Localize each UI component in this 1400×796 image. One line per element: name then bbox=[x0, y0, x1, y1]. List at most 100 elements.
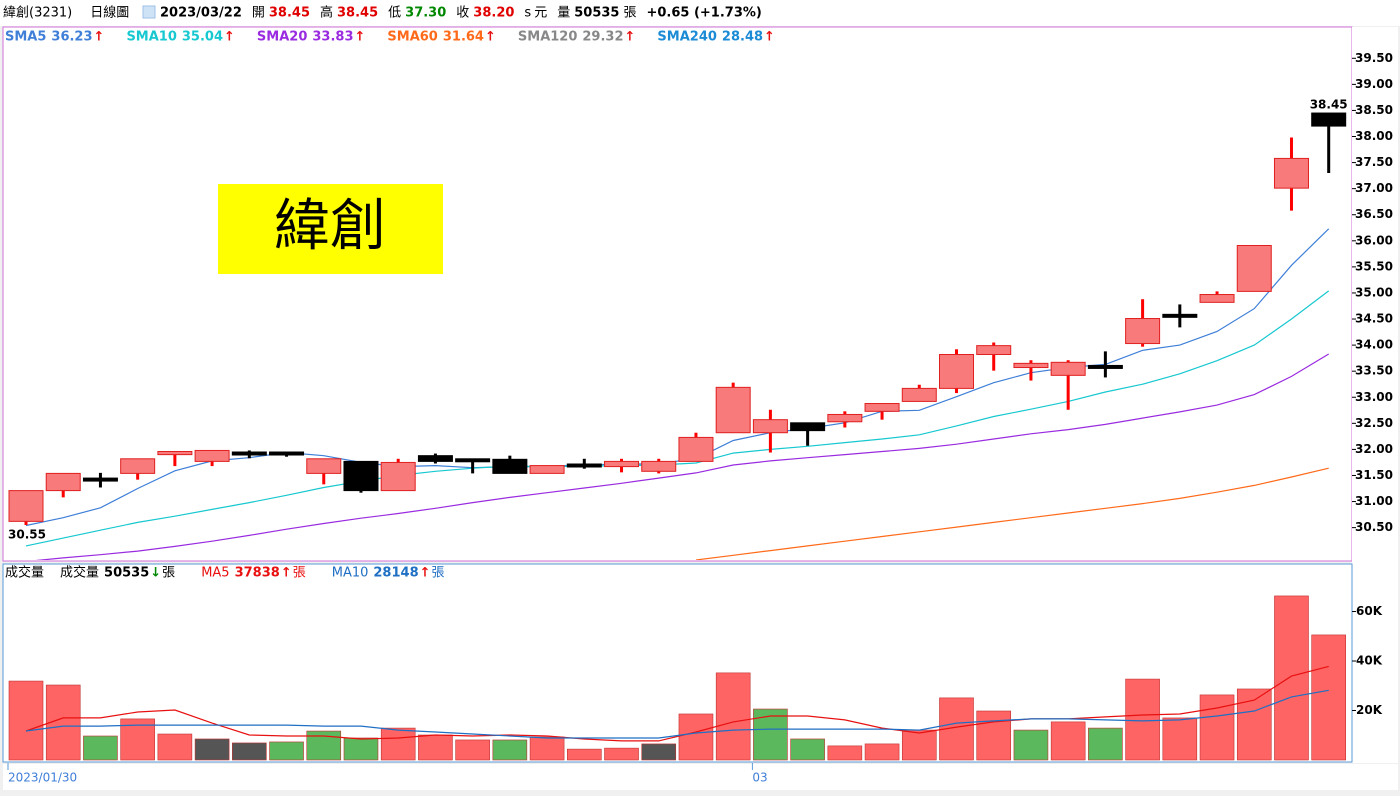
candle-body bbox=[8, 490, 44, 522]
volume-bar bbox=[8, 680, 44, 761]
volume-bar bbox=[1162, 717, 1198, 761]
stock-name: 緯創(3231) bbox=[3, 6, 72, 21]
candle-body bbox=[939, 353, 974, 389]
line bbox=[35, 353, 1330, 560]
volume-unit: 張 bbox=[623, 6, 636, 21]
annotation: 緯創 bbox=[274, 194, 386, 259]
legend-arrow: ↓ bbox=[150, 566, 161, 581]
legend-value: 37838 bbox=[235, 566, 280, 581]
line bbox=[25, 665, 1329, 742]
candle-body bbox=[566, 463, 602, 468]
candle-body bbox=[1162, 313, 1198, 318]
legend-arrow: ↑ bbox=[485, 30, 496, 45]
y-tick-label: 32.00 bbox=[1355, 442, 1393, 456]
y-tick-label: 30.50 bbox=[1355, 520, 1393, 534]
volume-bar bbox=[604, 747, 639, 761]
candle-body bbox=[604, 460, 640, 468]
candle-body bbox=[45, 472, 81, 492]
y-tick-label: 38.50 bbox=[1355, 103, 1393, 117]
candle-body bbox=[976, 345, 1012, 355]
y-tick-label: 36.50 bbox=[1355, 207, 1393, 221]
legend-value: 29.32 bbox=[582, 30, 623, 45]
candle-body bbox=[306, 458, 342, 474]
volume-bar bbox=[976, 710, 1012, 761]
volume-bar bbox=[1013, 729, 1049, 761]
y-tick-label: 32.50 bbox=[1355, 416, 1393, 430]
candle-body bbox=[827, 413, 863, 423]
legend-name: 成交量 bbox=[60, 565, 99, 581]
candle-body bbox=[380, 461, 416, 492]
legend-value: 36.23 bbox=[51, 30, 92, 45]
legend-value: 50535 bbox=[104, 566, 149, 581]
volume-bar bbox=[157, 733, 193, 761]
volume-bar bbox=[194, 738, 230, 761]
header: 緯創(3231) 日線圖 2023/03/22 開 38.45 高 38.45 低 37.30 收… bbox=[3, 5, 762, 21]
candle-body bbox=[492, 458, 528, 474]
volume-bar bbox=[1311, 634, 1346, 761]
panel-label: 成交量 bbox=[5, 565, 44, 581]
volume-bar bbox=[418, 734, 453, 761]
overlay: 30.50 31.00 31.50 32.00 32.50 33.00 33.50 34.00… bbox=[5, 30, 1393, 785]
quote-label: 高 bbox=[320, 5, 333, 21]
legend-name: SMA60 bbox=[387, 30, 437, 45]
volume-bar bbox=[83, 735, 118, 761]
volume-bar bbox=[380, 727, 416, 761]
legend-name: SMA240 bbox=[657, 30, 717, 45]
candle-body bbox=[1311, 112, 1347, 127]
volume-bar bbox=[753, 708, 788, 761]
legend-unit: 張 bbox=[162, 566, 175, 581]
legend-arrow: ↑ bbox=[224, 30, 235, 45]
y-tick-label: 31.00 bbox=[1355, 494, 1393, 508]
volume-bar bbox=[901, 729, 937, 761]
legend-arrow: ↑ bbox=[420, 566, 431, 581]
volume-value: 50535 bbox=[574, 6, 619, 21]
line bbox=[25, 290, 1330, 547]
candle-body bbox=[231, 451, 267, 456]
x-tick-label: 03 bbox=[752, 771, 767, 785]
y-tick-label: 60K bbox=[1356, 604, 1383, 618]
volume-bar bbox=[306, 730, 342, 761]
volume-bar bbox=[529, 736, 565, 761]
y-tick-label: 39.00 bbox=[1355, 77, 1393, 91]
volume-bar bbox=[269, 741, 304, 761]
y-tick-label: 33.50 bbox=[1355, 364, 1393, 378]
quote-value: 38.20 bbox=[473, 6, 514, 21]
candle-body bbox=[1236, 245, 1272, 292]
legend-arrow: ↑ bbox=[355, 30, 366, 45]
candle-body bbox=[864, 403, 900, 412]
s-mark: s bbox=[524, 6, 531, 21]
candle-body bbox=[82, 477, 118, 482]
legend-unit: 張 bbox=[432, 566, 445, 581]
legend-name: SMA5 bbox=[5, 30, 46, 45]
candle-body bbox=[1087, 364, 1123, 369]
x-tick-label: 2023/01/30 bbox=[8, 771, 77, 785]
high-label: 38.45 bbox=[1310, 98, 1348, 112]
legend-name: MA5 bbox=[201, 566, 229, 581]
header-bar bbox=[0, 0, 1400, 26]
volume-bar bbox=[232, 742, 267, 761]
main-panel bbox=[2, 26, 1353, 562]
volume-bar bbox=[641, 743, 677, 761]
candle-body bbox=[1013, 362, 1049, 369]
volume-bar bbox=[715, 672, 751, 761]
y-tick-label: 39.50 bbox=[1355, 51, 1393, 65]
quote-label: 開 bbox=[252, 6, 265, 21]
candle-body bbox=[1050, 361, 1086, 376]
dropdown-icon[interactable] bbox=[142, 5, 156, 19]
change: +0.65 (+1.73%) bbox=[646, 6, 761, 21]
quote-value: 38.45 bbox=[269, 6, 310, 21]
candle-body bbox=[157, 450, 193, 456]
low-label: 30.55 bbox=[8, 528, 46, 542]
candle-body bbox=[120, 458, 156, 474]
volume-bar bbox=[1274, 595, 1309, 761]
legend-arrow: ↑ bbox=[281, 566, 292, 581]
volume-label: 量 bbox=[557, 6, 570, 21]
candle-body bbox=[641, 460, 677, 472]
legend-value: 31.64 bbox=[443, 30, 484, 45]
y-tick-label: 34.00 bbox=[1355, 338, 1393, 352]
main-plot bbox=[8, 112, 1347, 560]
quote-label: 收 bbox=[456, 6, 469, 21]
candle-body bbox=[901, 387, 937, 402]
